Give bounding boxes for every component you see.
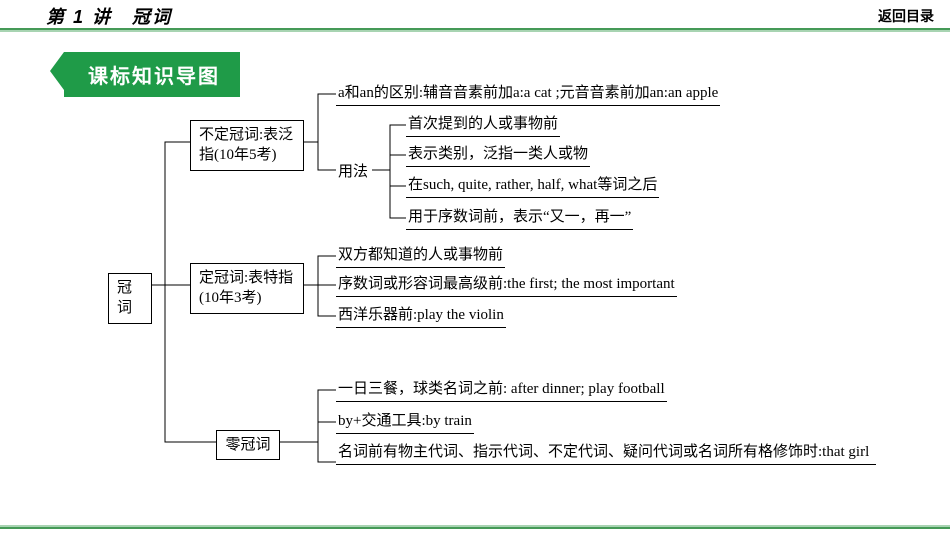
leaf-both-know: 双方都知道的人或事物前 bbox=[336, 245, 505, 268]
leaf-ordinal-superlative: 序数词或形容词最高级前:the first; the most importan… bbox=[336, 274, 677, 297]
lecture-title: 第 1 讲 冠词 bbox=[46, 3, 172, 29]
usage-label: 用法 bbox=[338, 160, 368, 181]
leaf-ordinal-another: 用于序数词前，表示“又一，再一” bbox=[406, 207, 633, 230]
leaf-such-quite: 在such, quite, rather, half, what等词之后 bbox=[406, 175, 659, 198]
leaf-category: 表示类别，泛指一类人或物 bbox=[406, 144, 590, 167]
leaf-a-an-diff: a和an的区别:辅音音素前加a:a cat ;元音音素前加an:an apple bbox=[336, 83, 720, 106]
root-node: 冠词 bbox=[108, 273, 152, 324]
leaf-first-mention: 首次提到的人或事物前 bbox=[406, 114, 560, 137]
branch-node-indefinite: 不定冠词:表泛指(10年5考) bbox=[190, 120, 304, 171]
header-underline bbox=[0, 28, 950, 32]
branch-node-definite: 定冠词:表特指(10年3考) bbox=[190, 263, 304, 314]
leaf-instrument: 西洋乐器前:play the violin bbox=[336, 305, 506, 328]
header: 第 1 讲 冠词 返回目录 bbox=[0, 0, 950, 28]
leaf-by-transport: by+交通工具:by train bbox=[336, 411, 474, 434]
leaf-possessive: 名词前有物主代词、指示代词、不定代词、疑问代词或名词所有格修饰时:that gi… bbox=[336, 442, 876, 465]
return-link[interactable]: 返回目录 bbox=[878, 6, 934, 26]
mindmap: 冠词 不定冠词:表泛指(10年5考) a和an的区别:辅音音素前加a:a cat… bbox=[0, 70, 950, 510]
leaf-meals-sports: 一日三餐，球类名词之前: after dinner; play football bbox=[336, 379, 667, 402]
footer-line bbox=[0, 525, 950, 529]
branch-node-zero: 零冠词 bbox=[216, 430, 280, 460]
